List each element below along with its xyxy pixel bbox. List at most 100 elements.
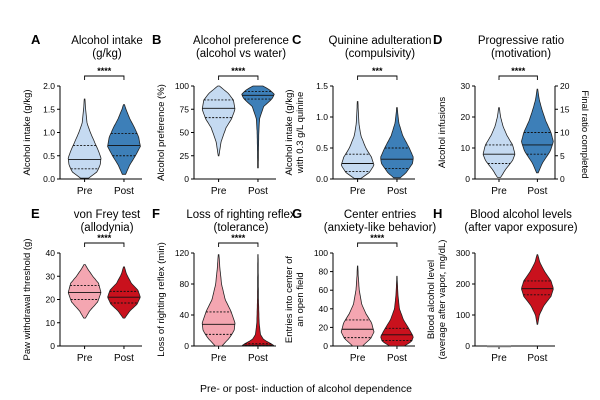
violin-post: [240, 254, 276, 347]
panel-h: H Blood alcohol levels(after vapor exposu…: [426, 206, 578, 364]
violin-post: [107, 104, 141, 175]
y-tick-label: 60: [319, 285, 329, 295]
y-tick-label: 100: [175, 81, 189, 91]
significance-label: ****: [231, 233, 246, 243]
y-tick-label: 1.5: [316, 81, 328, 91]
panel-letter: G: [292, 206, 302, 221]
y-tick-label: 0.0: [43, 174, 55, 184]
violin-body: [240, 254, 276, 347]
violin-body: [340, 265, 375, 347]
y-tick-label: 30: [461, 81, 471, 91]
y-axis-label: (average after vapor, mg/dL): [437, 240, 448, 360]
violin-pre: [482, 107, 516, 178]
x-tick-label: Pre: [77, 186, 93, 197]
y-tick-label: 80: [180, 279, 190, 289]
y-tick-label: 0: [184, 341, 189, 351]
significance-label: ****: [370, 233, 385, 243]
panel-title: (alcohol vs water): [196, 48, 286, 60]
panel-letter: H: [433, 206, 442, 221]
y-axis-label: with 0.3 g/L quinine: [295, 92, 306, 175]
x-tick-label: Pre: [491, 353, 507, 364]
significance-label: ****: [511, 66, 526, 76]
violin-body: [107, 266, 141, 319]
y-tick-label: 0.5: [316, 143, 328, 153]
significance-label: ****: [231, 66, 246, 76]
x-tick-label: Pre: [350, 186, 366, 197]
y-axis-label: Alcohol preference (%): [156, 84, 167, 181]
y-axis-label: Entries into center of: [284, 256, 295, 343]
x-tick-label: Pre: [211, 186, 227, 197]
y-tick-label: 75: [180, 104, 190, 114]
panel-title: Alcohol preference: [193, 35, 289, 47]
y-tick-label: 20: [461, 112, 471, 122]
violin-post: [380, 107, 414, 179]
panel-d: D Progressive ratio(motivation) 0 10 20 30 Alc…: [433, 32, 590, 197]
y-tick-label: 1.0: [43, 128, 55, 138]
y-tick-label: 2.0: [43, 81, 55, 91]
significance-bracket: [84, 242, 125, 247]
x-tick-label: Post: [248, 353, 268, 364]
violin-body: [521, 88, 554, 174]
significance-bracket: [357, 75, 398, 80]
x-tick-label: Post: [387, 353, 407, 364]
x-tick-label: Pre: [211, 353, 227, 364]
y-tick-label: 300: [456, 248, 470, 258]
significance-label: ****: [97, 233, 112, 243]
y2-tick-label: 10: [560, 128, 570, 138]
violin-body: [380, 107, 414, 179]
panel-title: (anxiety-like behavior): [324, 222, 437, 234]
y-tick-label: 0: [465, 174, 470, 184]
x-tick-label: Pre: [350, 353, 366, 364]
panel-title: Center entries: [344, 209, 416, 221]
y-tick-label: 20: [46, 295, 56, 305]
y-axis-label: Alcohol intake (g/kg): [22, 89, 33, 175]
significance-label: ***: [372, 66, 383, 76]
violin-post: [241, 85, 275, 169]
panel-letter: C: [292, 32, 302, 47]
panel-title: (allodynia): [80, 222, 133, 234]
y-tick-label: 0.5: [43, 151, 55, 161]
panel-letter: A: [31, 32, 41, 47]
violin-body: [521, 254, 554, 325]
significance-bracket: [84, 75, 125, 80]
panel-title: Loss of righting reflex: [186, 209, 296, 221]
y-tick-label: 0: [323, 341, 328, 351]
panel-title: von Frey test: [74, 209, 141, 221]
panel-a: A Alcohol intake(g/kg) 0.0 0.5 1.0 1.5 2.0 Alco…: [22, 32, 143, 197]
y-axis-label: Loss of righting reflex (min): [156, 242, 167, 357]
violin-pre: [67, 98, 102, 179]
y-tick-label: 120: [175, 248, 189, 258]
violin-post: [107, 266, 141, 319]
panel-letter: E: [31, 206, 40, 221]
figure-xlabel: Pre- or post- induction of alcohol depen…: [200, 383, 412, 395]
x-tick-label: Post: [387, 186, 407, 197]
panel-letter: D: [433, 32, 442, 47]
violin-pre: [201, 85, 236, 157]
y2-axis-label: Final ratio completed: [579, 90, 590, 178]
violin-body: [201, 254, 236, 347]
violin-body: [380, 275, 414, 347]
y-tick-label: 10: [46, 318, 56, 328]
panel-title: (after vapor exposure): [464, 222, 577, 234]
panel-title: (tolerance): [214, 222, 269, 234]
violin-body: [67, 98, 102, 179]
y-tick-label: 100: [456, 310, 470, 320]
violin-post: [380, 275, 414, 347]
y2-tick-label: 20: [560, 81, 570, 91]
panel-b: B Alcohol preference(alcohol vs water) 0 25…: [152, 32, 289, 197]
violin-body: [482, 107, 516, 178]
violin-pre: [340, 265, 375, 347]
violin-body: [241, 85, 275, 169]
y-tick-label: 100: [314, 248, 328, 258]
violin-body: [340, 101, 375, 179]
panel-letter: F: [152, 206, 160, 221]
significance-bracket: [218, 75, 259, 80]
y-tick-label: 0: [184, 174, 189, 184]
y-tick-label: 30: [46, 271, 56, 281]
y-tick-label: 40: [319, 304, 329, 314]
violin-body: [107, 104, 141, 175]
panel-f: F Loss of righting reflex(tolerance) 0 40 80…: [152, 206, 296, 364]
violin-post: [521, 88, 554, 174]
